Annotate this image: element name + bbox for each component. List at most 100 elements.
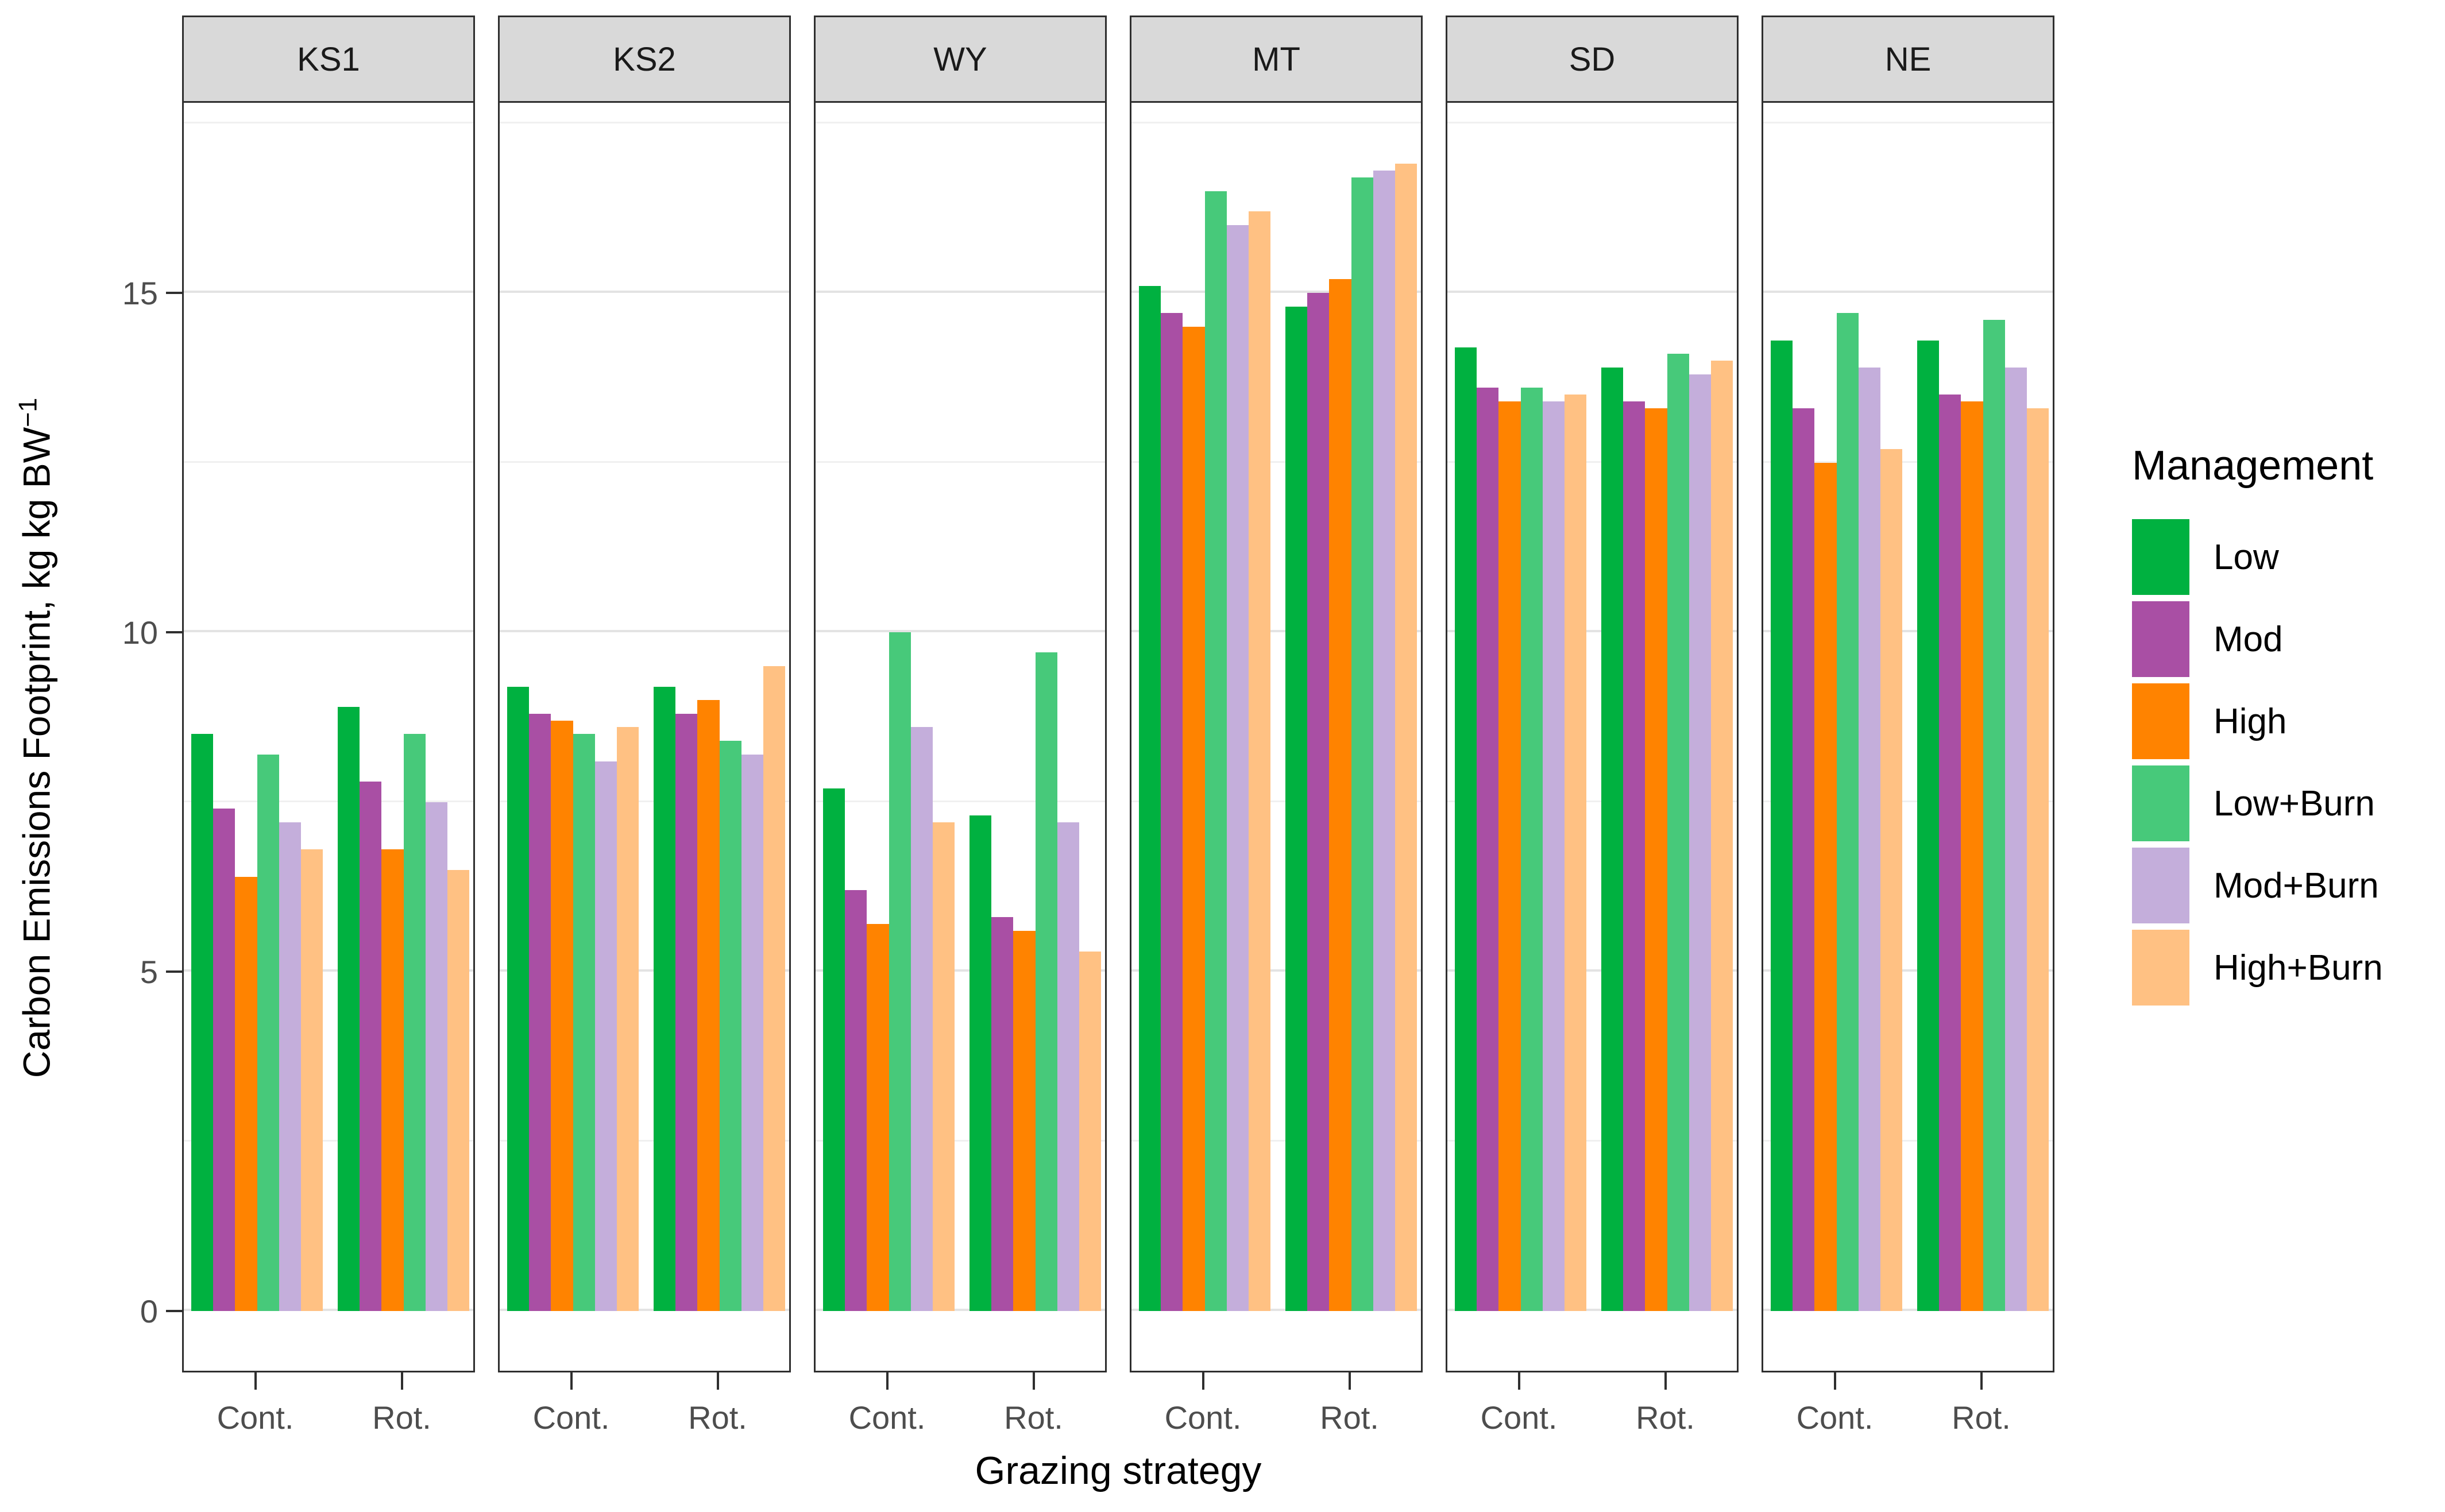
bar-SD-Rot-High bbox=[1645, 408, 1667, 1311]
minor-gridline bbox=[1131, 800, 1421, 802]
major-gridline bbox=[500, 969, 789, 972]
y-tick-label: 10 bbox=[122, 614, 158, 651]
bar-MT-Rot-Low bbox=[1285, 306, 1307, 1311]
bar-KS2-Cont-Mod bbox=[529, 713, 551, 1311]
bar-NE-Cont-Low+Burn bbox=[1836, 313, 1859, 1311]
minor-gridline bbox=[184, 461, 473, 463]
legend-entry-high-burn: High+Burn bbox=[2132, 930, 2383, 1006]
x-tick-mark bbox=[570, 1372, 573, 1390]
bar-SD-Rot-Low+Burn bbox=[1667, 354, 1689, 1311]
bar-WY-Rot-Mod bbox=[991, 917, 1014, 1311]
legend-swatch bbox=[2132, 601, 2189, 677]
bar-MT-Cont-Mod bbox=[1161, 313, 1183, 1311]
x-tick-label: Rot. bbox=[1952, 1399, 2011, 1436]
bar-KS1-Rot-High+Burn bbox=[447, 869, 470, 1311]
x-tick-label: Cont. bbox=[848, 1399, 926, 1436]
x-tick-mark bbox=[1348, 1372, 1351, 1390]
facet-KS2: KS2 Cont. Rot. bbox=[498, 0, 791, 1512]
bar-NE-Rot-Mod bbox=[1939, 395, 1961, 1311]
facet-panel bbox=[1446, 101, 1739, 1372]
minor-gridline bbox=[1131, 121, 1421, 123]
x-tick-mark bbox=[400, 1372, 403, 1390]
bar-KS1-Rot-High bbox=[381, 849, 404, 1311]
legend-entries: Low Mod High Low+Burn Mod+Burn High+Burn bbox=[2132, 519, 2383, 1006]
minor-gridline bbox=[1447, 461, 1737, 463]
minor-gridline bbox=[500, 1139, 789, 1142]
legend-swatch bbox=[2132, 765, 2189, 841]
bar-WY-Rot-High bbox=[1013, 931, 1036, 1311]
minor-gridline bbox=[1131, 1139, 1421, 1142]
bar-KS1-Rot-Low+Burn bbox=[403, 734, 426, 1311]
major-gridline bbox=[816, 291, 1105, 293]
major-gridline bbox=[816, 969, 1105, 972]
facet-MT: MT Cont. Rot. bbox=[1130, 0, 1423, 1512]
legend-entry-high: High bbox=[2132, 683, 2383, 759]
bar-SD-Cont-Low+Burn bbox=[1520, 388, 1543, 1311]
bar-KS2-Cont-Low bbox=[507, 686, 529, 1311]
x-tick-label: Cont. bbox=[1796, 1399, 1874, 1436]
minor-gridline bbox=[1763, 461, 2053, 463]
legend-label: Low bbox=[2214, 537, 2279, 577]
legend-label: Mod+Burn bbox=[2214, 865, 2379, 906]
bar-SD-Cont-Mod+Burn bbox=[1542, 401, 1565, 1311]
y-tick-mark bbox=[166, 292, 182, 294]
bar-KS1-Cont-High bbox=[235, 876, 257, 1311]
major-gridline bbox=[1131, 969, 1421, 972]
y-tick-label: 15 bbox=[122, 275, 158, 311]
major-gridline bbox=[1447, 1309, 1737, 1311]
bar-MT-Rot-Mod+Burn bbox=[1373, 171, 1395, 1311]
bar-WY-Cont-Low+Burn bbox=[889, 632, 911, 1311]
major-gridline bbox=[184, 630, 473, 632]
bar-WY-Cont-High bbox=[867, 924, 889, 1311]
facet-panel bbox=[182, 101, 475, 1372]
facet-SD: SD Cont. Rot. bbox=[1446, 0, 1739, 1512]
legend-label: High+Burn bbox=[2214, 948, 2383, 988]
bar-KS1-Cont-High+Burn bbox=[301, 849, 323, 1311]
bar-SD-Cont-Low bbox=[1454, 347, 1477, 1311]
bar-KS2-Cont-Low+Burn bbox=[573, 734, 595, 1311]
bar-KS2-Rot-Low+Burn bbox=[719, 741, 741, 1311]
bar-SD-Rot-Mod+Burn bbox=[1689, 374, 1711, 1311]
major-gridline bbox=[1763, 969, 2053, 972]
y-tick-label: 5 bbox=[140, 954, 158, 990]
bar-SD-Rot-Low bbox=[1601, 368, 1623, 1311]
facet-panel bbox=[814, 101, 1107, 1372]
major-gridline bbox=[1763, 1309, 2053, 1311]
facet-KS1: KS1 Cont. Rot. bbox=[182, 0, 475, 1512]
minor-gridline bbox=[816, 1139, 1105, 1142]
facet-strip-label: NE bbox=[1762, 16, 2054, 103]
bar-NE-Cont-Low bbox=[1770, 340, 1793, 1311]
major-gridline bbox=[1447, 969, 1737, 972]
bar-KS2-Cont-Mod+Burn bbox=[594, 761, 617, 1311]
facet-panel bbox=[498, 101, 791, 1372]
bar-NE-Rot-Low+Burn bbox=[1983, 320, 2005, 1311]
facet-strip-label: KS1 bbox=[182, 16, 475, 103]
legend-label: Low+Burn bbox=[2214, 783, 2375, 823]
minor-gridline bbox=[500, 800, 789, 802]
major-gridline bbox=[500, 630, 789, 632]
major-gridline bbox=[184, 1309, 473, 1311]
bar-SD-Cont-Mod bbox=[1477, 388, 1499, 1311]
facet-panel bbox=[1130, 101, 1423, 1372]
major-gridline bbox=[184, 969, 473, 972]
minor-gridline bbox=[816, 121, 1105, 123]
bar-SD-Cont-High bbox=[1498, 401, 1521, 1311]
bar-NE-Cont-Mod+Burn bbox=[1858, 368, 1880, 1311]
legend-entry-mod-burn: Mod+Burn bbox=[2132, 848, 2383, 923]
bar-KS1-Rot-Mod bbox=[360, 782, 382, 1311]
bar-NE-Rot-High bbox=[1961, 401, 1983, 1311]
bar-MT-Cont-Low bbox=[1138, 286, 1161, 1311]
bar-MT-Cont-High+Burn bbox=[1249, 211, 1271, 1311]
bar-SD-Rot-High+Burn bbox=[1711, 361, 1733, 1311]
bar-KS2-Rot-Mod+Burn bbox=[741, 754, 763, 1311]
minor-gridline bbox=[1447, 121, 1737, 123]
minor-gridline bbox=[1447, 1139, 1737, 1142]
bar-MT-Rot-Low+Burn bbox=[1351, 177, 1373, 1311]
bar-MT-Cont-High bbox=[1183, 327, 1205, 1311]
major-gridline bbox=[1131, 1309, 1421, 1311]
legend-swatch bbox=[2132, 848, 2189, 923]
major-gridline bbox=[1131, 291, 1421, 293]
bar-KS1-Cont-Low bbox=[191, 734, 213, 1311]
major-gridline bbox=[500, 291, 789, 293]
legend-label: Mod bbox=[2214, 619, 2283, 659]
